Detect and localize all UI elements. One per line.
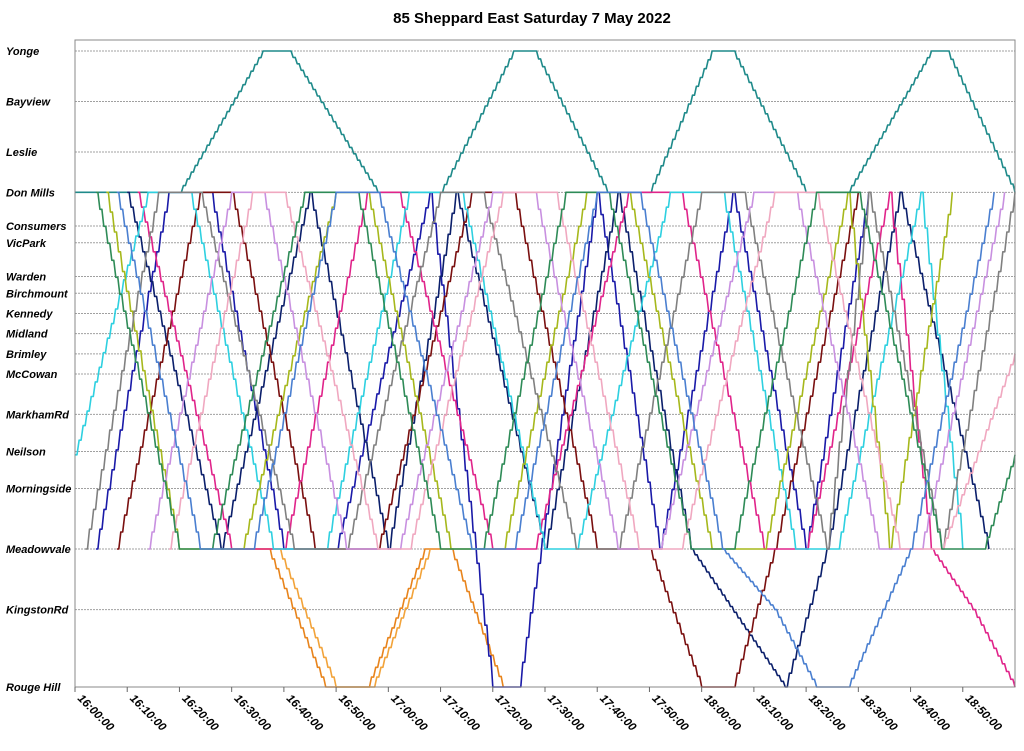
x-tick-label: 18:30:00 [858,693,899,734]
bus-trip-line [85,191,1016,550]
x-tick-label: 17:50:00 [649,693,690,734]
stop-label: McCowan [6,369,58,381]
stop-gridlines [75,50,1015,688]
x-tick-label: 16:50:00 [336,693,377,734]
plot-frame [74,39,1016,688]
chart-title: 85 Sheppard East Saturday 7 May 2022 [393,10,671,27]
x-tick-label: 16:30:00 [232,693,273,734]
stop-label: Birchmount [6,288,69,300]
stop-label: Neilson [6,446,46,458]
x-tick-label: 18:50:00 [963,693,1004,734]
stop-label: MarkhamRd [6,409,69,421]
x-tick-label: 17:40:00 [597,693,638,734]
bus-trip-line [137,191,1016,688]
stop-label: Brimley [6,349,47,361]
stop-label: VicPark [6,238,47,250]
stop-label: Meadowvale [6,544,71,556]
bus-trips [75,50,1016,688]
stop-label: KingstonRd [6,605,69,617]
stop-label: Rouge Hill [6,682,61,694]
stop-label: Leslie [6,147,37,159]
stop-label: Consumers [6,221,67,233]
bus-trip-line [148,191,1006,550]
bus-trip-line [116,191,860,688]
stop-label: Yonge [6,46,39,58]
stop-label: Bayview [6,96,51,108]
bus-trip-line [75,50,1016,194]
x-tick-label: 16:40:00 [284,693,325,734]
stop-labels: Yonge Bayview Leslie Don Mills Consumers VicP… [6,46,71,694]
bus-trip-line [95,191,870,688]
bus-trip-line [116,191,995,688]
stop-label: Warden [6,271,46,283]
stop-label: Midland [6,329,48,341]
time-axis: 16:00:00 16:10:00 16:20:00 16:30:00 16:40:00… [74,687,1004,734]
x-tick-label: 17:30:00 [545,693,586,734]
bus-trip-line [95,191,1016,550]
x-tick-label: 17:20:00 [493,693,534,734]
x-tick-label: 18:20:00 [806,693,847,734]
bus-trip-line [231,548,431,688]
bus-trip-line [221,548,504,688]
x-tick-label: 17:10:00 [440,693,481,734]
stop-label: Don Mills [6,187,55,199]
x-tick-label: 16:20:00 [179,693,220,734]
bus-trip-line [127,191,990,688]
x-tick-label: 18:40:00 [910,693,951,734]
stop-label: Morningside [6,483,71,495]
x-tick-label: 18:00:00 [702,693,743,734]
x-tick-label: 16:10:00 [127,693,168,734]
x-tick-label: 17:00:00 [388,693,429,734]
stop-label: Kennedy [6,308,53,320]
x-tick-label: 16:00:00 [75,693,116,734]
x-tick-label: 18:10:00 [754,693,795,734]
bus-trip-line [169,191,1016,550]
